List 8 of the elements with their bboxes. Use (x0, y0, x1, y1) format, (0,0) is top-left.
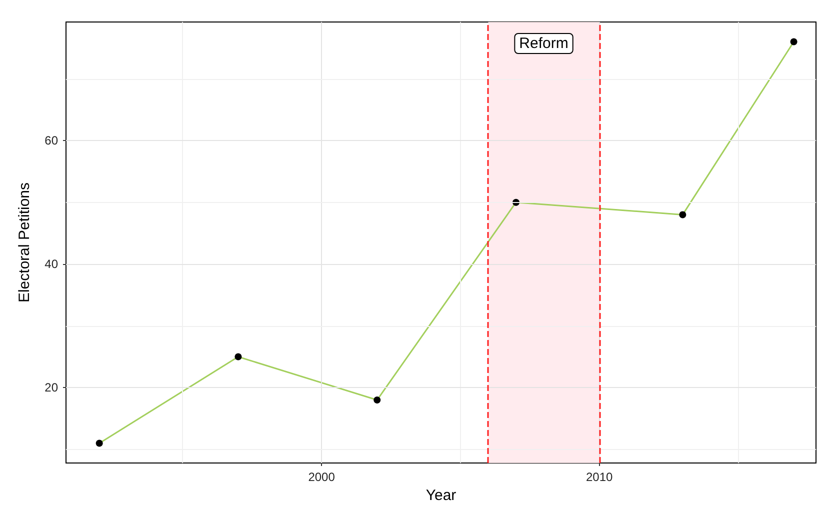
y-tick-label: 40 (44, 257, 58, 272)
y-tick-label: 60 (44, 134, 58, 148)
y-tick-label: 20 (44, 380, 58, 395)
x-tick-label: 2010 (586, 470, 614, 484)
band-label: Reform (519, 35, 568, 52)
x-tick-label: 2000 (308, 470, 336, 484)
y-axis-title: Electoral Petitions (16, 182, 33, 303)
x-axis-title: Year (426, 486, 456, 504)
